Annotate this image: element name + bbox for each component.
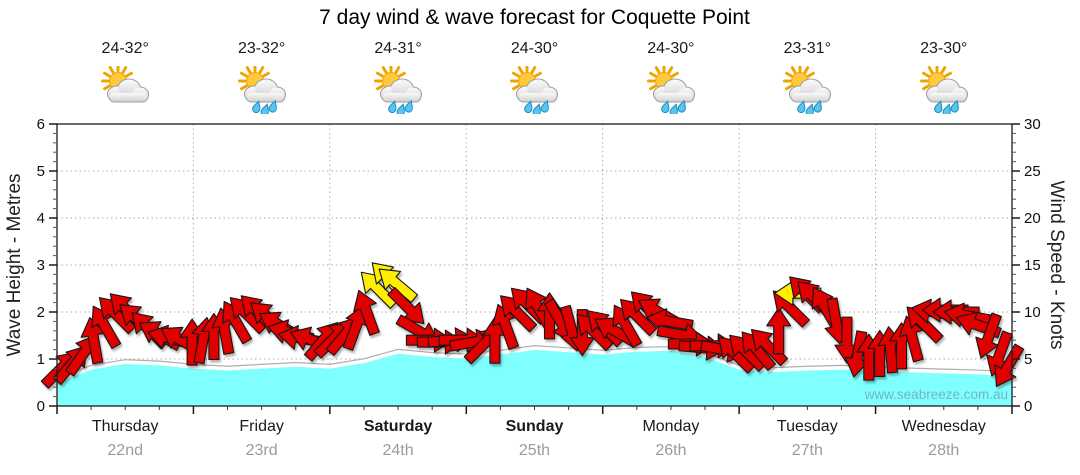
svg-text:5: 5 — [1024, 351, 1032, 368]
partly-cloudy-icon — [57, 62, 193, 118]
svg-text:0: 0 — [37, 398, 45, 415]
day-temp: 24-30° — [647, 40, 695, 57]
wave-axis-title: Wave Height - Metres — [4, 173, 25, 357]
day-temp: 24-31° — [374, 40, 422, 57]
svg-text:15: 15 — [1024, 257, 1041, 274]
svg-text:0: 0 — [1024, 398, 1032, 415]
watermark: www.seabreeze.com.au — [864, 387, 1008, 402]
svg-text:4: 4 — [37, 210, 45, 227]
showers-icon — [603, 62, 739, 118]
showers-icon — [876, 62, 1012, 118]
svg-text:3: 3 — [37, 257, 45, 274]
day-name-row: Thursday Friday Saturday Sunday Monday T… — [57, 418, 1012, 438]
day-name: Monday — [642, 418, 700, 435]
day-name: Thursday — [91, 418, 159, 435]
day-date: 23rd — [245, 442, 278, 459]
day-date: 26th — [655, 442, 687, 459]
svg-text:25: 25 — [1024, 163, 1041, 180]
day-date: 25th — [518, 442, 551, 459]
svg-text:10: 10 — [1024, 304, 1041, 321]
showers-icon — [193, 62, 329, 118]
day-temp: 24-30° — [510, 40, 559, 57]
day-temp: 24-32° — [101, 40, 149, 57]
day-name: Saturday — [363, 418, 433, 435]
temperature-row: 24-32° 23-32° 24-31° 24-30° 24-30° 23-31… — [57, 40, 1012, 62]
day-name: Wednesday — [901, 418, 986, 435]
svg-text:2: 2 — [37, 304, 45, 321]
showers-icon — [466, 62, 602, 118]
showers-icon — [739, 62, 875, 118]
day-date-row: 22nd 23rd 24th 25th 26th 27th 28th — [57, 442, 1012, 462]
day-date: 24th — [382, 442, 414, 459]
day-name: Friday — [239, 418, 284, 435]
page-title: 7 day wind & wave forecast for Coquette … — [319, 6, 750, 29]
svg-text:6: 6 — [37, 116, 45, 133]
day-date: 22nd — [107, 442, 143, 459]
day-date: 27th — [791, 442, 823, 459]
day-date: 28th — [928, 442, 960, 459]
day-temp: 23-31° — [783, 40, 831, 57]
svg-text:1: 1 — [37, 351, 45, 368]
day-temp: 23-30° — [920, 40, 968, 57]
showers-icon — [330, 62, 466, 118]
weather-icon-row — [57, 62, 1012, 118]
day-temp: 23-32° — [237, 40, 286, 57]
day-name: Sunday — [505, 418, 564, 435]
svg-text:20: 20 — [1024, 210, 1041, 227]
wind-axis-title: Wind Speed - Knots — [1046, 180, 1067, 350]
day-name: Tuesday — [776, 418, 838, 435]
svg-text:5: 5 — [37, 163, 45, 180]
svg-text:30: 30 — [1024, 116, 1041, 133]
